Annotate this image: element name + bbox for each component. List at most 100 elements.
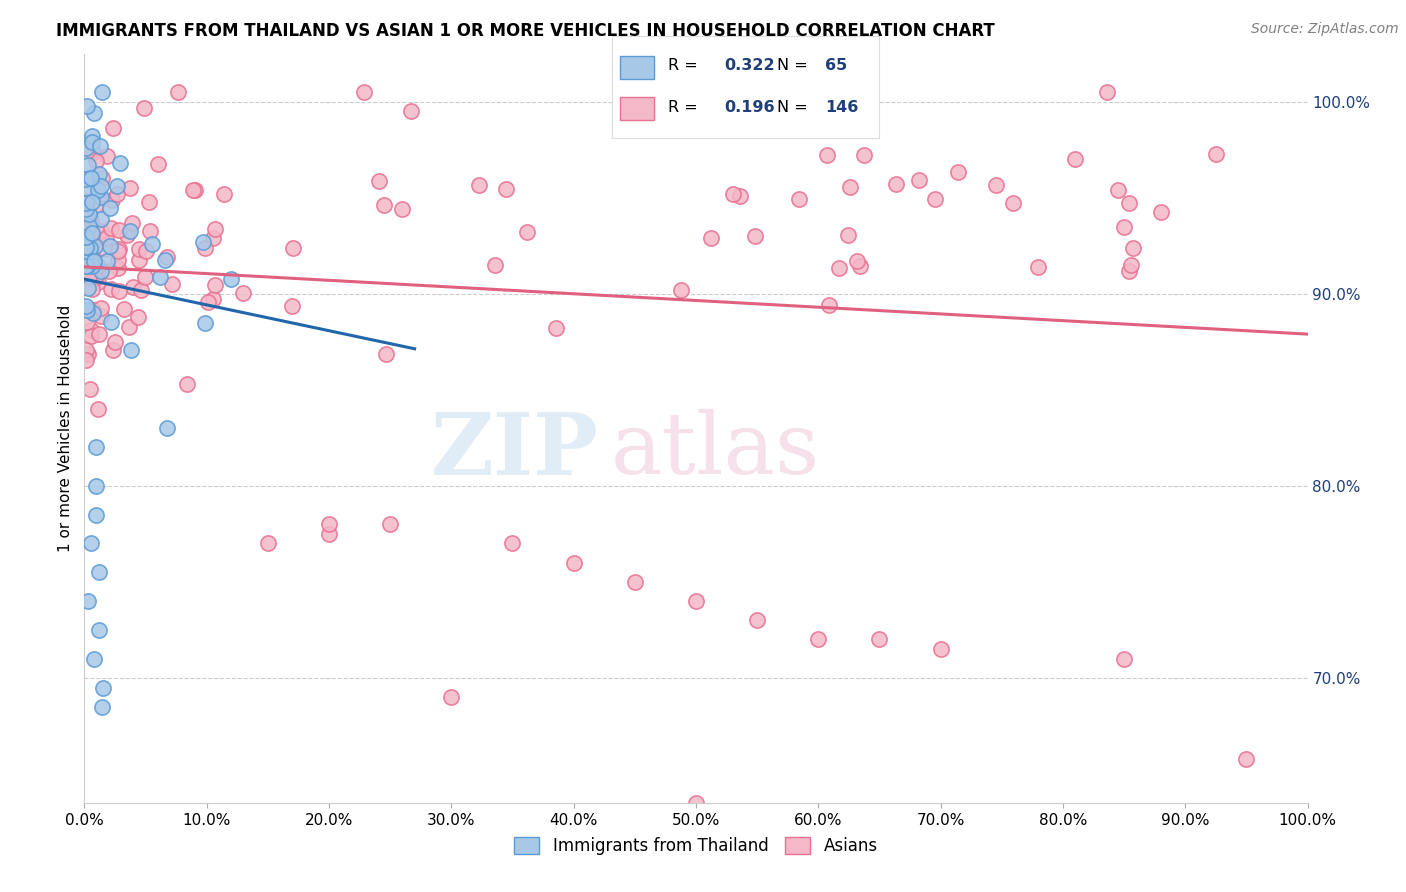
Point [204, 222, 226, 236]
Point [399, 103, 422, 118]
Point [100, 315, 122, 329]
Point [80, 253, 103, 268]
Point [257, 536, 280, 550]
Point [848, 259, 870, 273]
Point [76, 158, 98, 172]
Point [83, 254, 105, 268]
Point [156, 250, 179, 264]
Point [380, 517, 402, 532]
Point [87, 167, 110, 181]
Point [80, 236, 103, 251]
Point [129, 283, 152, 297]
Point [146, 157, 169, 171]
Point [162, 277, 184, 291]
Point [91, 699, 114, 714]
Point [373, 198, 395, 212]
Point [353, 85, 375, 99]
Point [815, 148, 838, 162]
Point [86, 263, 108, 277]
Point [484, 258, 506, 272]
Legend: Immigrants from Thailand, Asians: Immigrants from Thailand, Asians [508, 830, 884, 862]
Point [121, 216, 143, 230]
Point [76, 144, 98, 158]
Text: Source: ZipAtlas.com: Source: ZipAtlas.com [1251, 22, 1399, 37]
Point [76, 302, 98, 317]
Bar [620, 56, 654, 78]
Point [75, 172, 97, 186]
Point [1064, 152, 1087, 166]
Point [90, 224, 112, 238]
Point [77, 219, 100, 234]
Point [76, 194, 98, 208]
Point [82, 226, 104, 240]
Point [908, 172, 931, 186]
Point [103, 335, 125, 350]
Point [108, 223, 131, 237]
Point [75, 181, 97, 195]
Point [194, 316, 217, 330]
Bar [620, 97, 654, 120]
Point [929, 642, 952, 657]
Point [201, 292, 224, 306]
Point [82, 306, 104, 320]
Point [112, 302, 135, 317]
Point [884, 178, 907, 192]
Point [139, 224, 162, 238]
Point [141, 237, 163, 252]
Point [75, 226, 97, 240]
Point [79, 207, 101, 221]
Point [1114, 651, 1136, 665]
Point [79, 323, 101, 337]
Point [94, 230, 117, 244]
Text: 146: 146 [825, 100, 859, 115]
Point [76, 242, 98, 256]
Point [367, 174, 389, 188]
Point [84, 441, 107, 455]
Point [75, 240, 97, 254]
Point [86, 401, 108, 416]
Point [91, 681, 114, 695]
Point [818, 298, 841, 312]
Point [807, 632, 830, 647]
Point [1119, 258, 1142, 272]
Point [101, 343, 124, 357]
Text: 0.196: 0.196 [724, 100, 775, 115]
Point [669, 283, 692, 297]
Point [120, 224, 142, 238]
Point [135, 244, 157, 258]
Point [94, 243, 117, 257]
Point [153, 252, 176, 267]
Text: R =: R = [668, 58, 703, 73]
Point [391, 202, 413, 216]
Point [375, 346, 398, 360]
Point [90, 264, 112, 278]
Point [845, 253, 868, 268]
Point [837, 228, 859, 243]
Text: N =: N = [778, 58, 813, 73]
Point [105, 186, 128, 201]
Point [82, 282, 104, 296]
Point [121, 280, 143, 294]
Point [89, 139, 111, 153]
Point [204, 277, 226, 292]
Point [80, 170, 103, 185]
Point [75, 224, 97, 238]
Point [75, 239, 97, 253]
Point [100, 221, 122, 235]
Point [83, 651, 105, 665]
Point [120, 343, 142, 358]
Point [108, 156, 131, 170]
Point [839, 180, 862, 194]
Point [77, 248, 100, 262]
Point [103, 121, 125, 136]
Point [128, 310, 150, 324]
Point [96, 149, 118, 163]
Point [1205, 147, 1227, 161]
Point [183, 183, 205, 197]
Point [105, 179, 128, 194]
Point [76, 281, 98, 295]
Y-axis label: 1 or more Vehicles in Household: 1 or more Vehicles in Household [58, 304, 73, 552]
Point [79, 382, 101, 396]
Point [744, 229, 766, 244]
Point [118, 181, 141, 195]
